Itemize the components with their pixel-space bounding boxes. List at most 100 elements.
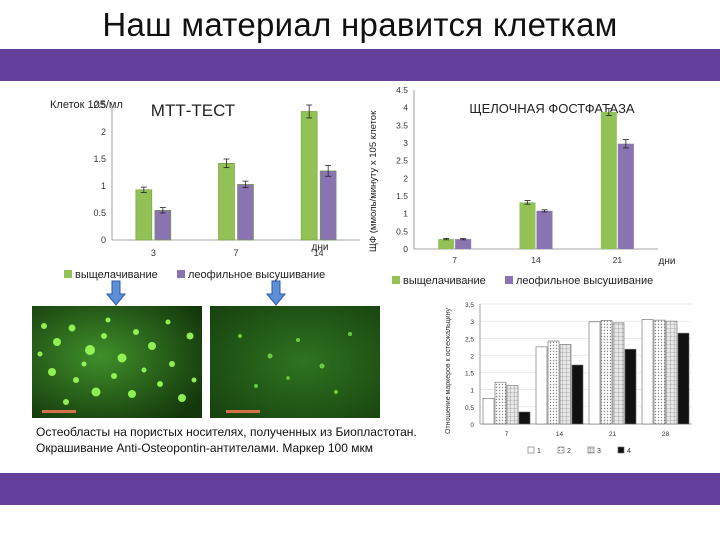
y-tick-label: 0	[403, 244, 408, 254]
x-tick-label: 21	[613, 255, 623, 265]
x-tick-label: 7	[452, 255, 457, 265]
legend: выщелачивание леофильное высушивание	[64, 269, 325, 281]
bar	[319, 170, 337, 241]
legend-swatch-leaching	[64, 270, 72, 278]
bar	[519, 202, 536, 249]
legend-label-lyophilic: леофильное высушивание	[516, 275, 653, 287]
bar	[506, 385, 519, 425]
arrow-down-icon	[106, 280, 126, 306]
legend-label: 2	[567, 448, 571, 455]
legend-label-lyophilic: леофильное высушивание	[188, 269, 325, 281]
micrograph-caption: Остеобласты на пористых носителях, получ…	[36, 424, 417, 456]
legend: 1 2 3 4	[527, 446, 631, 455]
legend-label: 4	[627, 448, 631, 455]
legend-label-leaching: выщелачивание	[403, 275, 486, 287]
bar	[624, 348, 637, 425]
legend-swatch-lyophilic	[177, 270, 185, 278]
bar	[455, 239, 472, 249]
bar	[218, 163, 235, 241]
y-tick-label: 4.5	[396, 85, 408, 95]
y-tick-label: 1.5	[93, 154, 106, 164]
mtt-chart: МТТ-ТЕСТ Клеток 105/мл дни 0 0.5 1 1.5 2 2.5 3…	[50, 99, 360, 281]
bar	[600, 111, 617, 249]
bar	[612, 322, 625, 425]
micrograph-leaching	[32, 306, 202, 418]
x-tick-label: 14	[531, 255, 541, 265]
legend-swatch	[527, 446, 535, 454]
y-tick-label: 1	[403, 209, 408, 219]
y-tick-label: 2	[470, 353, 474, 360]
y-tick-label: 3.5	[396, 120, 408, 130]
x-axis-label: дни	[312, 242, 329, 253]
bar	[135, 189, 153, 241]
bar	[600, 320, 613, 425]
legend-label: 3	[597, 448, 601, 455]
x-tick-label: 28	[662, 431, 670, 438]
top-accent-band	[0, 49, 720, 81]
y-tick-label: 3	[403, 138, 408, 148]
y-tick-label: 1,5	[465, 371, 474, 378]
caption-line: Окрашивание Anti-Osteopontin-антителами.…	[36, 441, 373, 455]
bar	[547, 340, 560, 425]
bar	[494, 381, 507, 425]
x-tick-label: 14	[314, 248, 324, 258]
y-axis-label: Клеток 105/мл	[50, 99, 123, 111]
y-tick-label: 4	[403, 103, 408, 113]
y-tick-label: 1	[101, 181, 106, 191]
legend-swatch-leaching	[392, 276, 400, 284]
legend-label-leaching: выщелачивание	[75, 269, 158, 281]
bar	[641, 319, 654, 425]
alkaline-phosphatase-chart: ЩЕЛОЧНАЯ ФОСТФАТАЗА ЩФ (ммоль/минуту х 1…	[368, 85, 676, 287]
bar	[617, 143, 634, 249]
y-tick-label: 2	[403, 173, 408, 183]
y-tick-label: 2	[101, 127, 106, 137]
y-tick-label: 0	[101, 235, 106, 245]
legend-label: 1	[537, 448, 541, 455]
legend-swatch	[617, 446, 625, 454]
micrograph-leaching-image	[32, 306, 202, 418]
y-tick-label: 2.5	[396, 156, 408, 166]
x-tick-label: 14	[556, 431, 564, 438]
scale-bar	[226, 410, 260, 413]
legend-swatch	[557, 446, 565, 454]
chart-title: МТТ-ТЕСТ	[151, 101, 235, 120]
bar	[665, 320, 678, 425]
x-tick-label: 7	[505, 431, 509, 438]
x-axis-label: дни	[659, 256, 676, 267]
bar	[154, 210, 172, 241]
bar	[300, 111, 318, 241]
plot-area: 0 0,5 1 1,5 2 2,5 3 3,5 7 14 21 28	[465, 302, 692, 438]
plot-area: 0 0.5 1 1.5 2 2.5 3 7 14	[93, 100, 360, 258]
y-tick-label: 2,5	[465, 336, 474, 343]
y-tick-label: 3	[470, 319, 474, 326]
bar	[482, 397, 495, 425]
y-tick-label: 2.5	[93, 100, 106, 110]
bar	[677, 332, 690, 425]
legend-swatch	[587, 446, 595, 454]
bar	[536, 210, 553, 249]
arrow-down-icon	[266, 280, 286, 306]
legend-swatch-lyophilic	[505, 276, 513, 284]
x-tick-label: 21	[609, 431, 617, 438]
bar	[438, 239, 455, 249]
bar	[588, 321, 601, 425]
y-tick-label: 3,5	[465, 302, 474, 309]
chart-title: ЩЕЛОЧНАЯ ФОСТФАТАЗА	[469, 101, 635, 116]
caption-line: Остеобласты на пористых носителях, получ…	[36, 425, 417, 439]
y-axis-label: ЩФ (ммоль/минуту х 105 клеток	[368, 110, 379, 252]
y-tick-label: 1	[470, 388, 474, 395]
bar	[518, 411, 531, 425]
osteocalcin-ratio-chart: Отношение маркеров к остеокальцину 0 0,5 1…	[445, 302, 692, 455]
y-tick-label: 0.5	[396, 226, 408, 236]
y-tick-label: 1.5	[396, 191, 408, 201]
scale-bar	[42, 410, 76, 413]
x-tick-label: 3	[151, 248, 156, 258]
x-tick-label: 7	[233, 248, 238, 258]
bar	[571, 364, 584, 425]
micrograph-lyophilic	[210, 306, 380, 418]
legend: выщелачивание леофильное высушивание	[392, 275, 653, 287]
bar	[559, 344, 572, 425]
micrograph-lyophilic-image	[210, 306, 380, 418]
y-tick-label: 0,5	[465, 405, 474, 412]
bar	[237, 184, 254, 241]
